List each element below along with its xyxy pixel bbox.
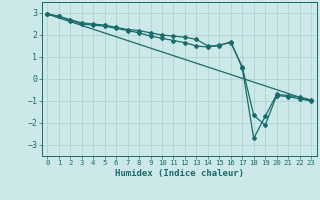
X-axis label: Humidex (Indice chaleur): Humidex (Indice chaleur) bbox=[115, 169, 244, 178]
